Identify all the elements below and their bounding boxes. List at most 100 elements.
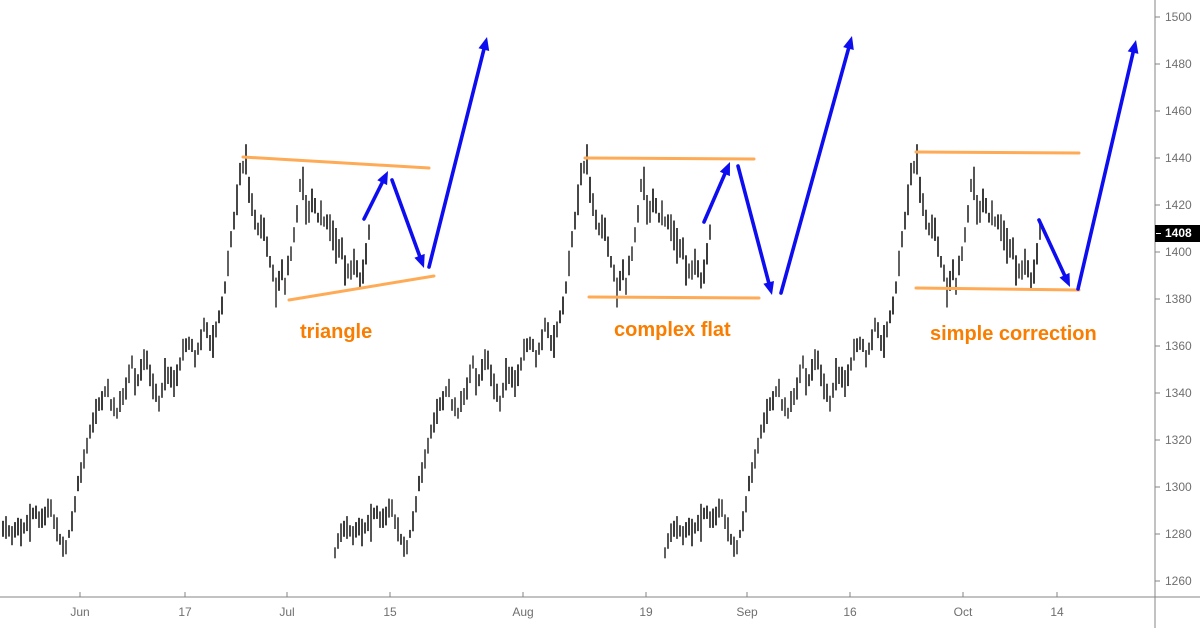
price-bar [952,259,954,281]
price-bar [838,366,840,384]
price-bar [967,205,969,223]
projection-arrow-6[interactable] [779,36,854,295]
price-bar [86,437,88,454]
price-bar [766,398,768,424]
price-bar [850,357,852,371]
price-bar [260,214,262,239]
price-bar [415,496,417,513]
price-bar [982,188,984,213]
price-bar [113,397,115,417]
projection-arrow-8[interactable] [1076,40,1139,291]
time-axis[interactable]: Jun 17 Jul 15 Aug 19 Sep 16 Oct 14 [70,592,1064,619]
price-bar [454,397,456,417]
projection-arrow-3[interactable] [427,37,490,269]
price-bar [931,214,933,239]
price-bar [344,255,346,286]
price-bar [523,338,525,361]
pattern-label-simple-correction[interactable]: simple correction [930,323,1097,345]
price-bar [284,277,286,295]
price-bar [793,388,795,405]
price-bar [901,231,903,248]
price-axis[interactable]: 1500 1480 1460 1440 1420 1400 1380 1360 1340 1320… [1155,10,1192,588]
price-bar [823,373,825,400]
price-bar [571,231,573,248]
triangle-lower-trendline[interactable] [287,274,436,302]
arrow-head-icon [478,37,490,51]
price-bar [706,505,708,519]
price-bar [1015,255,1017,286]
price-bar [631,246,633,261]
time-axis-label: Oct [954,605,973,619]
price-bar [442,391,444,411]
price-bar [242,160,244,174]
pattern-label-complex-flat[interactable]: complex flat [614,319,731,341]
price-bar [703,259,705,284]
price-bar [1039,224,1041,240]
complex-flat-upper-trendline[interactable] [583,156,756,161]
price-bar [80,462,82,483]
price-bar [254,209,256,230]
pattern-label-triangle[interactable]: triangle [300,321,373,343]
price-axis-label: 1360 [1165,339,1192,353]
price-bar [68,529,70,538]
arrow-head-icon [1059,272,1070,287]
projection-arrow-4[interactable] [702,162,730,224]
projection-arrow-5[interactable] [736,164,774,295]
price-bar [940,256,942,268]
simple-correction-lower-trendline[interactable] [914,286,1081,292]
price-bar [679,239,681,258]
projection-arrow-2[interactable] [390,178,425,268]
price-bar [694,248,696,275]
price-bar [676,516,678,539]
price-bar [670,214,672,242]
price-bar [853,338,855,361]
price-bar [367,514,369,532]
price-bar [379,511,381,528]
time-axis-label: Jul [279,605,294,619]
price-bar [2,520,4,537]
price-bar [406,540,408,555]
price-bar [736,540,738,555]
price-bar [547,322,549,339]
price-bar [907,184,909,216]
price-bar [856,338,858,353]
price-bar [892,296,894,315]
projection-arrow-1[interactable] [362,171,388,221]
arrow-shaft [362,175,387,221]
price-bar [314,198,316,214]
time-axis-label: 15 [383,605,397,619]
price-bar [92,412,94,433]
price-bar [29,503,31,542]
price-bar [652,188,654,213]
price-bar [326,214,328,230]
price-bar [62,536,64,557]
simple-correction-upper-trendline[interactable] [914,150,1081,155]
price-bar [451,399,453,411]
price-bar [694,522,696,534]
arrow-shaft [736,164,773,291]
price-bar [514,370,516,397]
price-bar [1018,263,1020,279]
time-axis-label: 17 [178,605,192,619]
price-bar [772,391,774,411]
price-bar [224,281,226,294]
time-axis-label: 16 [843,605,857,619]
triangle-upper-trendline[interactable] [241,155,431,170]
price-bar [649,200,651,223]
price-bar [682,237,684,260]
price-bar [23,522,25,534]
price-bar [529,336,531,350]
price-bar [475,368,477,396]
price-bar [1012,237,1014,260]
price-bar [152,373,154,400]
price-bar [841,366,843,388]
price-bar [604,217,606,241]
price-bar [625,277,627,295]
price-bar [131,355,133,369]
price-bar [340,523,342,542]
price-bar [721,499,723,517]
price-bar [559,310,561,324]
complex-flat-lower-trendline[interactable] [587,295,761,300]
price-bar [493,373,495,400]
projection-arrow-7[interactable] [1037,218,1070,287]
